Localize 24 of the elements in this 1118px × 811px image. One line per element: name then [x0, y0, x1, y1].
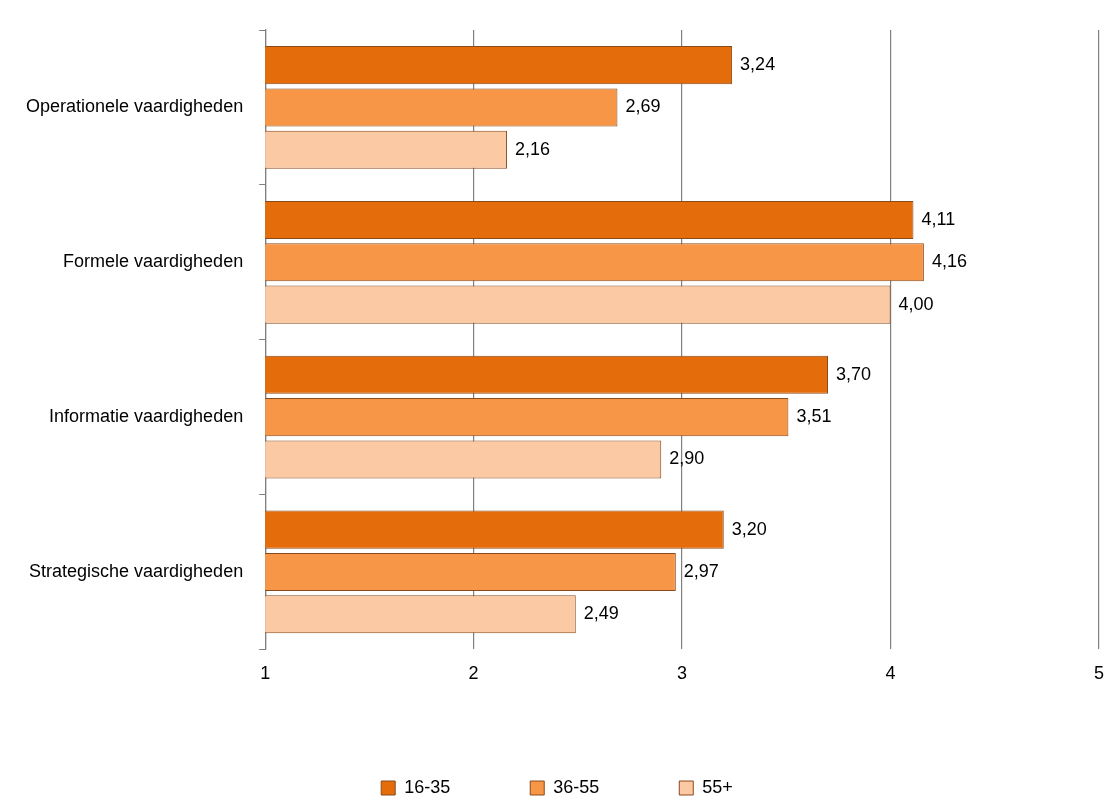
data-label: 2,90 [669, 448, 705, 469]
data-label: 3,24 [740, 54, 776, 75]
data-label: 4,00 [898, 293, 934, 314]
data-label: 4,11 [921, 208, 956, 229]
x-tick-label: 2 [468, 663, 479, 684]
legend-label: 16-35 [404, 776, 451, 797]
legend-label: 55+ [702, 776, 733, 797]
x-tick-label: 3 [677, 663, 688, 684]
data-label: 2,69 [625, 96, 661, 117]
data-label: 3,20 [731, 518, 767, 539]
data-label: 2,16 [514, 138, 551, 159]
x-tick-label: 4 [885, 663, 896, 684]
y-tick-label: Formele vaardigheden [63, 251, 244, 272]
x-tick-label: 5 [1093, 663, 1104, 684]
data-label: 2,97 [683, 560, 719, 581]
y-tick-label: Strategische vaardigheden [29, 560, 244, 581]
y-tick-label: Operationele vaardigheden [25, 96, 244, 117]
x-tick-label: 1 [260, 663, 271, 684]
y-tick-label: Informatie vaardigheden [49, 406, 244, 427]
legend-label: 36-55 [553, 776, 600, 797]
data-label: 3,51 [796, 406, 832, 427]
data-label: 4,16 [931, 251, 967, 272]
data-label: 3,70 [836, 363, 872, 384]
data-label: 2,49 [583, 603, 619, 624]
